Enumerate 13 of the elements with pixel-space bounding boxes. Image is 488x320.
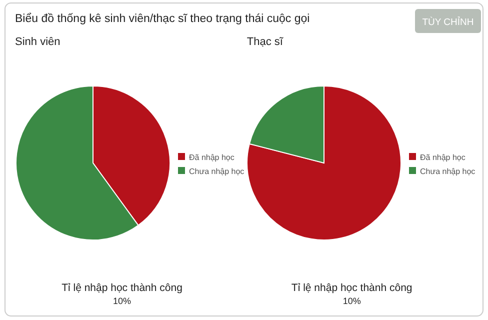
legend-label: Đã nhập học	[189, 153, 234, 162]
text: 10%	[112, 296, 132, 306]
pie-slice	[246, 86, 402, 240]
legend-label: Đã nhập học	[420, 153, 466, 162]
chart-subtitle: Thạc sĩ	[246, 36, 284, 48]
customize-button: TÙY CHỈNH	[415, 9, 481, 33]
text: Tỉ lệ nhập học thành công	[291, 282, 412, 294]
legend-label: Chưa nhập học	[420, 167, 476, 176]
chart-title: Biểu đồ thống kê sinh viên/thạc sĩ theo trạng thái cuộc gọi	[15, 12, 310, 25]
legend-label: Chưa nhập học	[189, 167, 244, 176]
text: 10%	[342, 296, 361, 306]
text: Tỉ lệ nhập học thành công	[62, 282, 183, 294]
chart-subtitle: Sinh viên	[15, 36, 60, 48]
